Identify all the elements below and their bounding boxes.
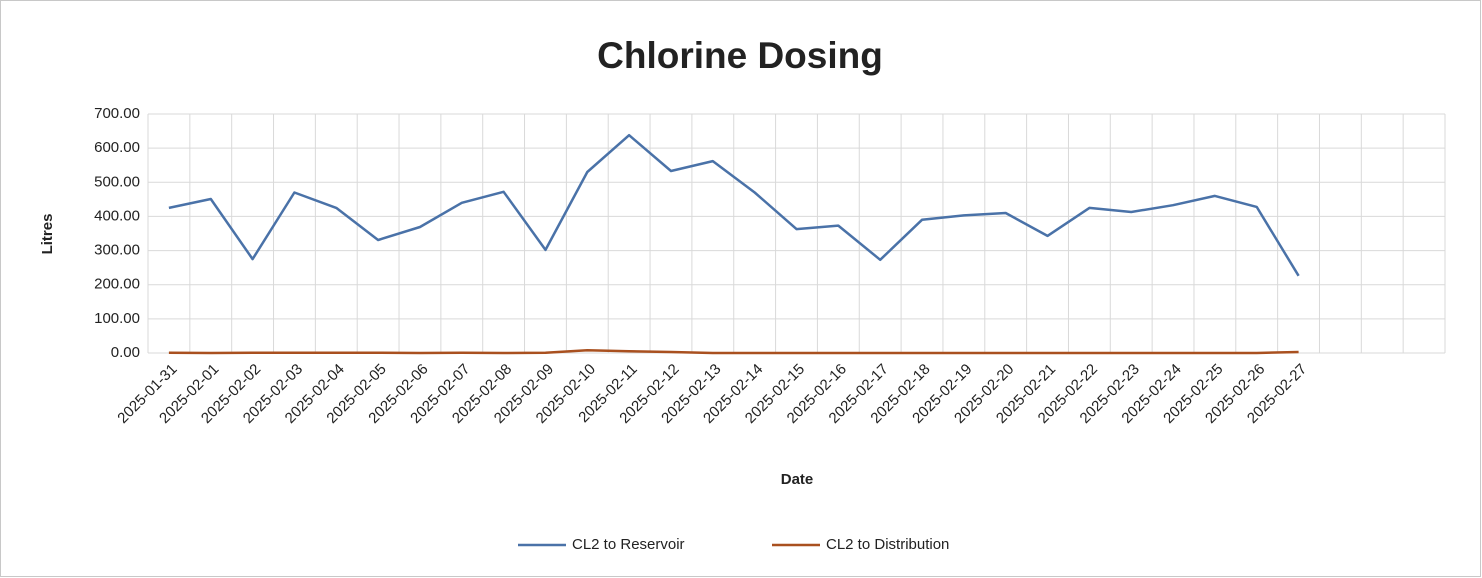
y-tick-label: 0.00 (111, 344, 140, 361)
y-axis-title: Litres (39, 214, 56, 255)
y-tick-label: 300.00 (94, 242, 140, 259)
y-tick-label: 200.00 (94, 276, 140, 293)
legend-label: CL2 to Reservoir (572, 536, 685, 553)
y-tick-label: 700.00 (94, 105, 140, 122)
data-line (168, 349, 1299, 355)
y-tick-label: 400.00 (94, 207, 140, 224)
legend-label: CL2 to Distribution (826, 536, 949, 553)
x-axis-title: Date (781, 471, 814, 488)
y-tick-label: 500.00 (94, 173, 140, 190)
data-line (168, 133, 1300, 277)
chart-title: Chlorine Dosing (597, 35, 883, 76)
y-tick-label: 600.00 (94, 139, 140, 156)
y-tick-label: 100.00 (94, 310, 140, 327)
